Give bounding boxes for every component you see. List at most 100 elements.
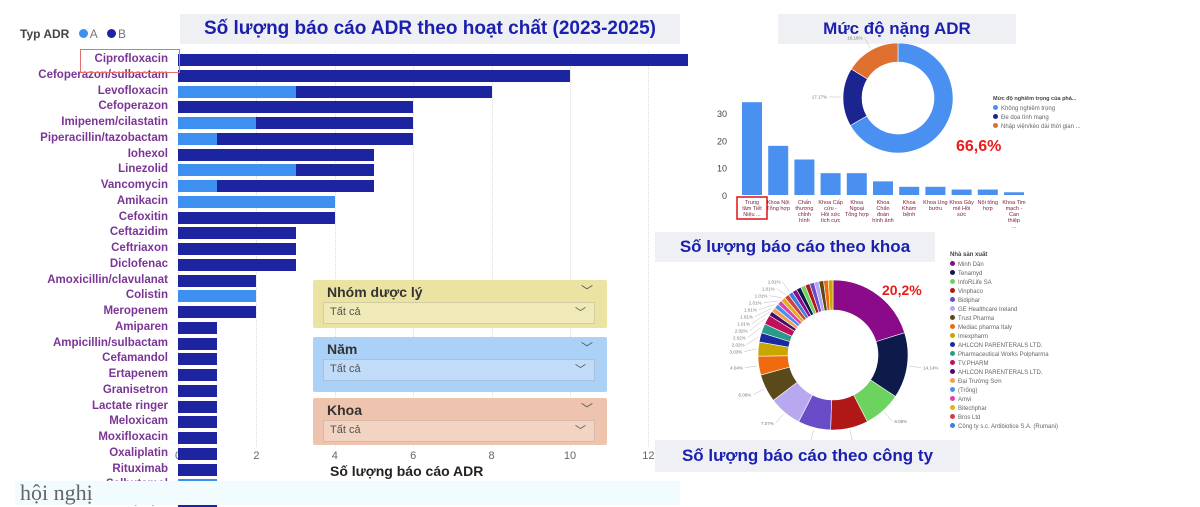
leader-line [745,366,757,368]
y-tick: 0 [722,191,727,201]
legend-item[interactable]: Đe dọa tính mạng [993,114,1081,123]
department-bar[interactable] [794,160,814,195]
slice-label[interactable]: 2.02% [732,342,745,347]
department-bar[interactable] [978,190,998,195]
legend-label: Đại Trường Sơn [958,379,1002,385]
slice-label[interactable]: 2.02% [735,328,748,333]
legend-label: GE Healthcare Ireland [958,307,1017,313]
legend-item[interactable]: Bros Ltd [950,414,1058,423]
slice-label[interactable]: 17.17% [812,95,827,100]
legend-dot-icon [950,369,955,374]
department-label-line: chỉnh [798,211,811,218]
department-label-line: Chẩn [876,205,889,212]
legend-item[interactable]: (Trống) [950,387,1058,396]
company-title: Số lượng báo cáo theo công ty [655,440,960,472]
department-label-line: bệnh [903,212,915,218]
slice-label[interactable]: 8.08% [894,419,907,424]
department-bar[interactable] [742,102,762,195]
legend-dot-icon [950,315,955,320]
slice-label[interactable]: 2.02% [733,335,746,340]
slice-label[interactable]: 14.14% [923,365,938,370]
legend-item[interactable]: AHLCON PARENTERALS LTD. [950,342,1058,351]
legend-item[interactable]: Imexpharm [950,333,1058,342]
slice-label[interactable]: 1.01% [744,307,757,312]
legend-item[interactable]: InfoRLife SA [950,279,1058,288]
legend-label: Imexpharm [958,334,988,340]
legend-item[interactable]: Trust Pharma [950,315,1058,324]
leader-line [747,337,759,345]
legend-dot-icon [950,306,955,311]
department-label-line: Tổng hợp [845,211,869,218]
legend-item[interactable]: Nhập viện/kéo dài thời gian ... [993,123,1081,132]
legend-item[interactable]: GE Healthcare Ireland [950,306,1058,315]
leader-line [748,328,761,338]
leader-line [753,389,764,394]
legend-item[interactable]: Vinphaco [950,288,1058,297]
slice-label[interactable]: 1.01% [768,279,781,284]
department-label-line: hình ảnh [872,218,893,224]
legend-label: Mediac pharma Italy [958,325,1012,331]
department-bar[interactable] [821,173,841,195]
legend-item[interactable]: Không nghiêm trọng [993,105,1081,114]
leader-line [777,289,786,295]
department-bar[interactable] [847,173,867,195]
legend-label: Tenamyd [958,271,982,277]
donut-slice[interactable] [851,43,898,79]
legend-item[interactable]: Công ty s.c. Antibiotice S.A. (Rumani) [950,423,1058,432]
leader-line [884,412,892,421]
slice-label[interactable]: 1.01% [737,321,750,326]
department-label-line: Nội tổng [978,199,999,206]
legend-item[interactable]: Amvi [950,396,1058,405]
slice-label[interactable]: 7.07% [761,421,774,426]
legend-label: Đe dọa tính mạng [1001,115,1049,121]
legend-item[interactable]: Tenamyd [950,270,1058,279]
legend-dot-icon [950,396,955,401]
department-bar[interactable] [1004,192,1024,195]
legend-item[interactable]: Bitechphar [950,405,1058,414]
slice-label[interactable]: 16.16% [847,36,862,41]
department-bar[interactable] [873,181,893,195]
donut-slice[interactable] [843,69,867,125]
legend-label: TV.PHARM [958,361,988,367]
department-bar[interactable] [952,190,972,195]
legend-item[interactable]: Bidiphar [950,297,1058,306]
department-title: Số lượng báo cáo theo khoa [655,232,935,262]
legend-item[interactable]: Mediac pharma Italy [950,324,1058,333]
department-label-line: sức [957,212,966,218]
department-label-line: ... [1012,224,1017,230]
legend-label: Không nghiêm trọng [1001,106,1055,112]
slice-label[interactable]: 1.01% [740,314,753,319]
legend-dot-icon [993,105,998,110]
slice-label[interactable]: 4.04% [730,365,743,370]
legend-dot-icon [950,423,955,428]
department-bar[interactable] [925,187,945,195]
legend-dot-icon [950,324,955,329]
slice-label[interactable]: 1.01% [762,286,775,291]
slice-label[interactable]: 1.01% [749,300,762,305]
slice-label[interactable]: 6.06% [738,392,751,397]
legend-item[interactable]: TV.PHARM [950,360,1058,369]
legend-dot-icon [950,261,955,266]
legend-label: (Trống) [958,388,977,394]
legend-item[interactable]: Minh Dân [950,261,1058,270]
department-bar[interactable] [768,146,788,195]
legend-label: Pharmaceutical Works Polpharma [958,352,1049,358]
department-bar[interactable] [899,187,919,195]
legend-item[interactable]: Pharmaceutical Works Polpharma [950,351,1058,360]
legend-label: AHLCON PARENTERALS LTD. [958,370,1042,376]
legend-label: Trust Pharma [958,316,994,322]
legend-item[interactable]: AHLCON PARENTERALS LTD. [950,369,1058,378]
slice-label[interactable]: 3.03% [730,349,743,354]
company-highlight: 20,2% [882,283,922,298]
leader-line [763,301,778,303]
legend-item[interactable]: Đại Trường Sơn [950,378,1058,387]
slice-label[interactable]: 1.01% [755,293,768,298]
legend-label: Nhập viện/kéo dài thời gian ... [1001,124,1081,130]
legend-label: Vinphaco [958,289,983,295]
legend-dot-icon [950,297,955,302]
legend-label: Bitechphar [958,406,987,412]
legend-label: Minh Dân [958,262,984,268]
severity-legend: Không nghiêm trọng Đe dọa tính mạng Nhập v… [993,105,1081,132]
legend-dot-icon [993,123,998,128]
